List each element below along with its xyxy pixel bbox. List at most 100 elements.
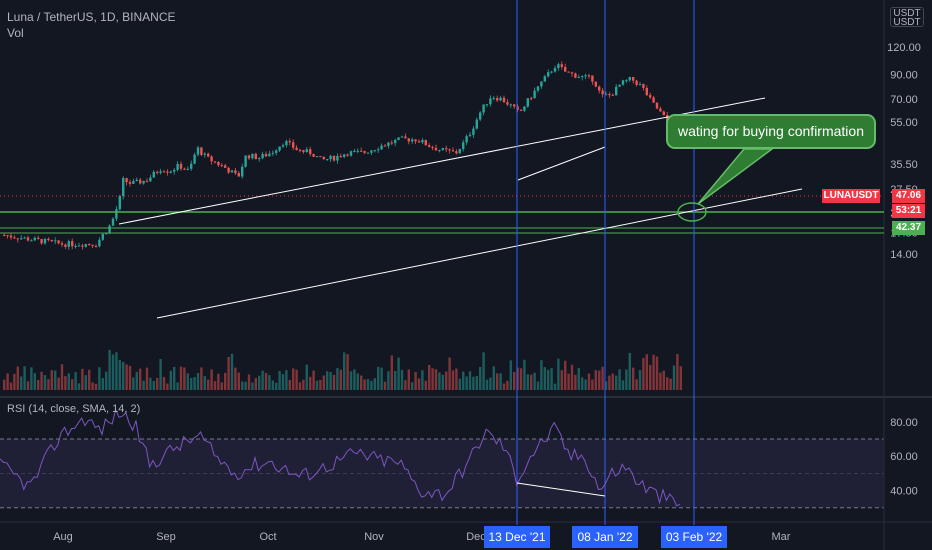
candle-body [553,68,557,72]
volume-bar [397,357,400,390]
candle-body [285,141,288,146]
volume-bar [101,378,104,390]
volume-bar [502,383,506,390]
volume-bar [281,374,285,390]
volume-bar [356,373,359,390]
volume-bar [128,365,132,390]
volume-label[interactable]: Vol [7,26,24,40]
volume-bar [67,373,70,390]
candle-body [577,77,580,79]
candle-body [417,141,421,143]
candle-body [186,168,189,170]
volume-bar [482,352,485,390]
volume-bar [621,380,625,390]
candle-body [60,243,64,245]
volume-bar [47,379,50,390]
candle-body [50,240,53,242]
candle-body [400,136,404,138]
candle-body [302,150,305,152]
volume-bar [659,372,662,390]
candle-body [608,94,611,96]
symbol-title[interactable]: Luna / TetherUS, 1D, BINANCE [7,10,176,24]
volume-bar [428,364,431,390]
volume-bar [445,371,448,390]
candle-body [618,84,621,87]
candle-body [448,149,451,151]
candle-body [458,149,461,154]
candle-body [451,150,455,152]
candle-body [455,151,458,154]
volume-bar [564,360,567,390]
volume-bar [550,368,553,390]
candle-body [424,140,427,146]
countdown-tag: 53:21 [892,204,925,218]
volume-bar [485,379,489,390]
volume-bar [662,370,665,390]
annotation-callout[interactable]: wating for buying confirmation [666,114,876,149]
candle-body [564,66,567,72]
candle-body [210,156,213,162]
candle-body [173,169,176,172]
candle-body [649,95,652,98]
volume-bar [122,362,125,390]
candle-body [499,97,502,101]
volume-bar [472,376,475,390]
currency-badge[interactable]: USDT USDT [890,7,924,28]
volume-bar [30,367,33,390]
volume-bar [434,369,438,390]
volume-bar [288,379,291,390]
candle-body [322,156,325,160]
price-tick-label: 90.00 [890,70,918,82]
candle-body [47,238,50,241]
candle-body [23,237,26,239]
volume-bar [6,373,9,390]
volume-bar [540,360,543,390]
candle-body [227,167,230,173]
volume-bar [33,373,36,390]
volume-bar [451,370,455,390]
candle-body [397,137,400,140]
volume-bar [519,368,523,390]
volume-bar [43,375,47,390]
volume-bar [584,379,587,390]
candle-body [530,98,533,100]
candle-body [200,147,203,155]
volume-bar [601,366,604,390]
volume-bar [207,379,210,390]
volume-bar [547,369,550,390]
candle-body [428,145,431,148]
candle-body [645,87,648,96]
volume-bar [9,382,13,390]
volume-bar [628,352,631,390]
volume-bar [407,369,410,390]
candle-body [94,245,98,247]
candle-body [502,97,506,103]
volume-bar [591,379,594,390]
candle-body [258,158,261,160]
volume-bar [370,380,373,390]
month-label: Dec [466,531,486,543]
candle-body [264,154,268,157]
volume-bar [390,355,393,390]
volume-bar [247,374,251,390]
volume-bar [319,379,322,390]
candle-body [166,171,169,173]
candle-body [118,196,121,210]
candle-body [383,145,387,147]
volume-bar [349,371,353,390]
candle-body [482,104,485,113]
volume-bar [489,377,492,390]
candle-body [305,149,308,152]
volume-bar [224,372,227,390]
volume-bar [77,383,81,390]
candle-body [16,238,19,240]
candle-body [363,151,366,153]
volume-bar [302,379,305,390]
candle-body [57,240,60,244]
volume-bar [196,373,200,390]
rsi-legend: RSI (14, close, SMA, 14, 2) [7,403,140,415]
candle-body [43,238,47,244]
volume-bar [441,374,444,390]
volume-bar [377,366,380,390]
